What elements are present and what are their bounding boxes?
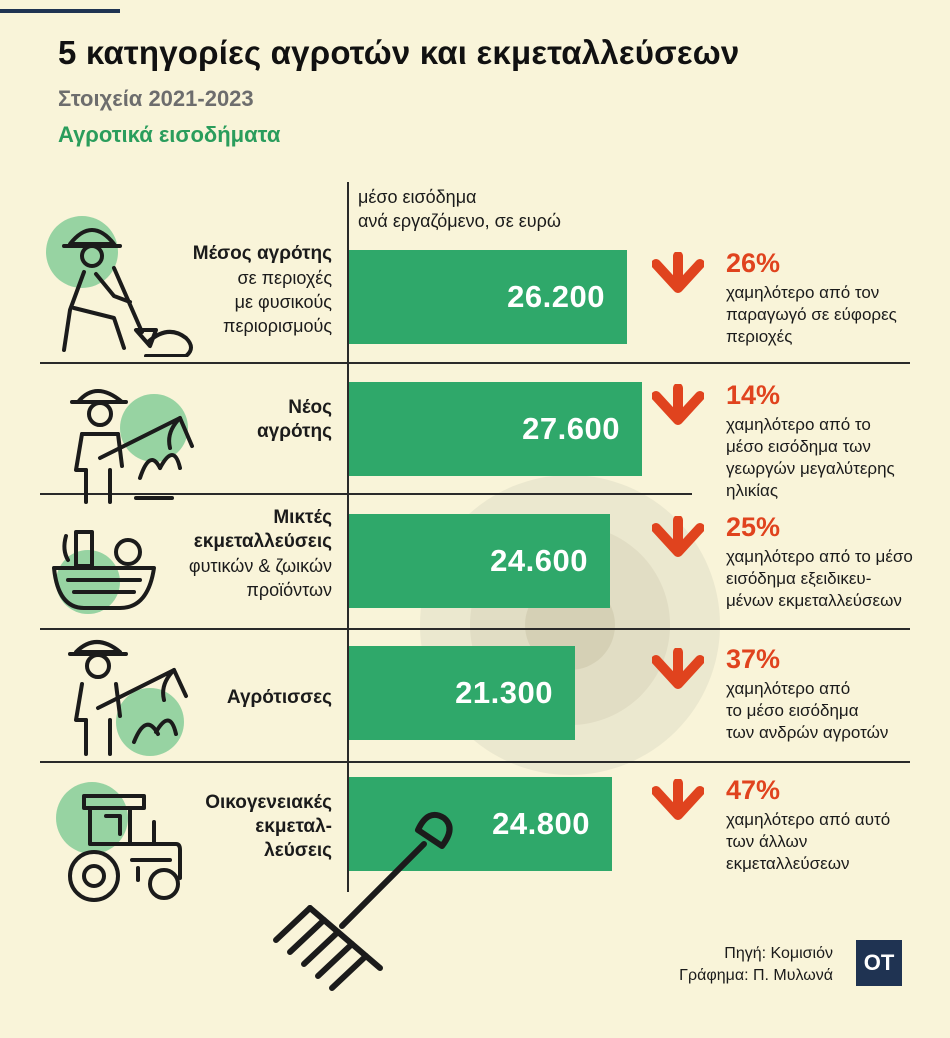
comparison-text: χαμηλότερο από το μέσο εισόδημα των ανδρών… bbox=[726, 678, 888, 744]
arrow-down-icon bbox=[652, 516, 704, 557]
comparison-text-line: εκμεταλλεύσεων bbox=[726, 854, 850, 873]
category-label-line: Νέος bbox=[288, 397, 332, 418]
category-label: Νέος αγρότης bbox=[257, 396, 332, 444]
comparison-text-line: χαμηλότερο από τον bbox=[726, 283, 880, 302]
category-label-line: αγρότης bbox=[256, 421, 332, 442]
tractor-icon bbox=[56, 782, 182, 902]
ot-logo: OT bbox=[856, 940, 902, 986]
unit-label-line1: μέσο εισόδημα bbox=[358, 187, 477, 207]
comparison-text-line: γεωργών μεγαλύτερης bbox=[726, 459, 895, 478]
comparison-text-line: των άλλων bbox=[726, 832, 808, 851]
category-label-line: λεύσεις bbox=[264, 840, 332, 861]
comparison-text: χαμηλότερο από τον παραγωγό σε εύφορες περ… bbox=[726, 282, 897, 348]
comparison-text-line: ηλικίας bbox=[726, 481, 779, 500]
source-credit: Πηγή: Κομισιόν bbox=[724, 945, 833, 962]
comparison-text: χαμηλότερο από αυτό των άλλων εκμεταλλεύσε… bbox=[726, 809, 890, 875]
comparison-text: χαμηλότερο από το μέσο εισόδημα των γεωργώ… bbox=[726, 414, 895, 502]
bar bbox=[349, 777, 612, 871]
category-label-line: περιορισμούς bbox=[223, 316, 332, 336]
page-subtitle: Στοιχεία 2021-2023 bbox=[58, 86, 254, 111]
comparison-percent: 47% bbox=[726, 775, 781, 805]
row-separator bbox=[40, 362, 910, 364]
category-label-line: Μέσος αγρότης bbox=[192, 243, 332, 264]
comparison-text-line: μένων εκμεταλλεύσεων bbox=[726, 591, 902, 610]
category-label: Οικογενειακές εκμεταλ-λεύσεις bbox=[205, 791, 332, 863]
category-label: Αγρότισσες bbox=[227, 686, 332, 710]
graphic-credit: Γράφημα: Π. Μυλωνά bbox=[679, 967, 833, 984]
comparison-percent: 25% bbox=[726, 512, 781, 542]
comparison-text-line: το μέσο εισόδημα bbox=[726, 701, 859, 720]
bar-value-label: 24.600 bbox=[490, 543, 588, 578]
bar-value-label: 27.600 bbox=[522, 411, 620, 446]
category-label-line: σε περιοχές bbox=[237, 268, 333, 288]
category-label-line: εκμεταλλεύσεις bbox=[193, 531, 332, 552]
comparison-text-line: περιοχές bbox=[726, 327, 793, 346]
category-label: Μικτές εκμεταλλεύσεις φυτικών & ζωικών προϊ… bbox=[189, 506, 332, 602]
category-label-line: με φυσικούς bbox=[234, 292, 332, 312]
comparison-text-line: χαμηλότερο από bbox=[726, 679, 851, 698]
comparison-text-line: μέσο εισόδημα των bbox=[726, 437, 871, 456]
comparison-text-line: χαμηλότερο από το μέσο bbox=[726, 547, 913, 566]
top-accent-bar bbox=[0, 9, 120, 13]
bar-value-label: 24.800 bbox=[492, 806, 590, 841]
category-label-line: Οικογενειακές bbox=[205, 792, 332, 813]
row-separator bbox=[40, 628, 910, 630]
credits: Πηγή: Κομισιόν Γράφημα: Π. Μυλωνά bbox=[679, 943, 833, 987]
category-label-line: εκμεταλ- bbox=[255, 816, 332, 837]
comparison-percent: 14% bbox=[726, 380, 781, 410]
comparison-percent: 26% bbox=[726, 248, 781, 278]
woman-farmer-icon bbox=[68, 640, 188, 756]
row-separator bbox=[40, 493, 692, 495]
bar bbox=[349, 646, 575, 740]
arrow-down-icon bbox=[652, 252, 704, 293]
category-label-line: φυτικών & ζωικών bbox=[188, 556, 332, 576]
farmer-shovel-icon bbox=[46, 216, 193, 357]
category-label: Μέσος αγρότης σε περιοχές με φυσικούς περιο… bbox=[193, 242, 332, 338]
section-title: Αγροτικά εισοδήματα bbox=[58, 122, 281, 147]
young-farmer-icon bbox=[70, 389, 194, 504]
comparison-text-line: εισόδημα εξειδικευ- bbox=[726, 569, 872, 588]
bar bbox=[349, 514, 610, 608]
comparison-text-line: χαμηλότερο από το bbox=[726, 415, 871, 434]
bar-value-label: 26.200 bbox=[507, 279, 605, 314]
bar-value-label: 21.300 bbox=[455, 675, 553, 710]
row-separator bbox=[40, 761, 910, 763]
arrow-down-icon bbox=[652, 384, 704, 425]
arrow-down-icon bbox=[652, 648, 704, 689]
unit-label-line2: ανά εργαζόμενο, σε ευρώ bbox=[358, 211, 561, 231]
comparison-percent: 37% bbox=[726, 644, 781, 674]
page-title: 5 κατηγορίες αγροτών και εκμεταλλεύσεων bbox=[58, 34, 740, 71]
category-label-line: Μικτές bbox=[273, 507, 332, 528]
pitchfork-icon bbox=[273, 812, 453, 991]
comparison-text-line: των ανδρών αγροτών bbox=[726, 723, 889, 742]
arrow-down-icon bbox=[652, 779, 704, 820]
comparison-text: χαμηλότερο από το μέσο εισόδημα εξειδικευ… bbox=[726, 546, 913, 612]
comparison-text-line: χαμηλότερο από αυτό bbox=[726, 810, 891, 829]
bar bbox=[349, 250, 627, 344]
basket-icon bbox=[52, 530, 156, 614]
unit-label: μέσο εισόδημα ανά εργαζόμενο, σε ευρώ bbox=[358, 185, 561, 233]
bar bbox=[349, 382, 642, 476]
comparison-text-line: παραγωγό σε εύφορες bbox=[726, 305, 897, 324]
category-label-line: προϊόντων bbox=[246, 580, 332, 600]
category-label-line: Αγρότισσες bbox=[226, 687, 332, 708]
chart-axis bbox=[347, 182, 349, 892]
